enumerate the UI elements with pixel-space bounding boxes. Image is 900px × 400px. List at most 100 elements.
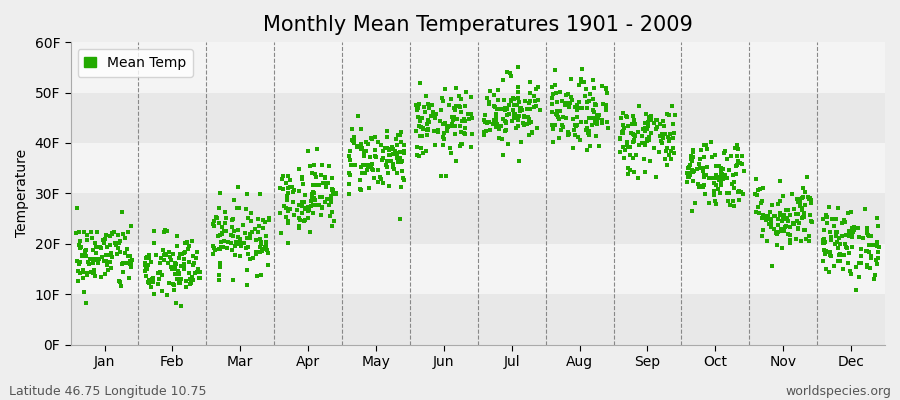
- Point: [804, 197, 818, 204]
- Point: [842, 228, 856, 234]
- Point: [175, 303, 189, 310]
- Point: [176, 266, 191, 272]
- Point: [493, 123, 508, 129]
- Point: [641, 123, 655, 129]
- Point: [842, 232, 856, 239]
- Point: [397, 176, 411, 183]
- Point: [589, 102, 603, 108]
- Point: [391, 132, 405, 138]
- Point: [193, 268, 207, 275]
- Point: [860, 225, 875, 231]
- Point: [568, 122, 582, 129]
- Point: [508, 114, 522, 121]
- Point: [322, 202, 337, 208]
- Point: [860, 262, 874, 268]
- Point: [74, 244, 88, 250]
- Point: [392, 149, 407, 155]
- Point: [376, 180, 391, 187]
- Point: [819, 266, 833, 272]
- Point: [783, 224, 797, 230]
- Point: [791, 211, 806, 217]
- Point: [787, 206, 801, 212]
- Point: [816, 258, 831, 264]
- Point: [167, 271, 182, 278]
- Point: [712, 162, 726, 169]
- Point: [707, 152, 722, 158]
- Point: [158, 252, 173, 258]
- Point: [226, 232, 240, 239]
- Point: [824, 216, 839, 222]
- Point: [414, 124, 428, 130]
- Point: [843, 209, 858, 215]
- Point: [260, 247, 274, 254]
- Point: [833, 240, 848, 247]
- Point: [172, 255, 186, 261]
- Point: [565, 116, 580, 122]
- Point: [142, 252, 157, 258]
- Point: [591, 115, 606, 121]
- Point: [296, 218, 310, 224]
- Point: [487, 116, 501, 123]
- Point: [412, 153, 427, 159]
- Point: [84, 228, 98, 235]
- Point: [644, 129, 658, 136]
- Point: [582, 143, 597, 150]
- Point: [358, 170, 373, 176]
- Point: [638, 125, 652, 132]
- Point: [699, 172, 714, 178]
- Point: [783, 240, 797, 246]
- Point: [157, 257, 171, 263]
- Point: [234, 243, 248, 249]
- Point: [565, 97, 580, 103]
- Point: [635, 140, 650, 146]
- Point: [462, 116, 476, 122]
- Point: [615, 130, 629, 136]
- Point: [770, 222, 785, 228]
- Point: [457, 131, 472, 137]
- Point: [818, 239, 832, 246]
- Point: [550, 108, 564, 114]
- Point: [168, 300, 183, 307]
- Point: [220, 239, 235, 245]
- Point: [230, 184, 245, 190]
- Point: [416, 126, 430, 132]
- Point: [186, 260, 201, 266]
- Point: [124, 263, 139, 270]
- Point: [440, 123, 454, 130]
- Point: [566, 145, 580, 151]
- Point: [100, 262, 114, 268]
- Point: [115, 268, 130, 275]
- Point: [725, 172, 740, 178]
- Point: [482, 100, 496, 107]
- Point: [390, 152, 404, 158]
- Point: [665, 135, 680, 141]
- Point: [380, 134, 394, 140]
- Point: [308, 171, 322, 177]
- Point: [71, 267, 86, 274]
- Point: [721, 198, 735, 204]
- Point: [498, 128, 512, 134]
- Point: [304, 194, 319, 201]
- Point: [587, 85, 601, 91]
- Point: [220, 228, 234, 235]
- Point: [103, 242, 117, 248]
- Point: [626, 169, 641, 176]
- Point: [868, 272, 882, 278]
- Point: [614, 114, 628, 121]
- Point: [613, 135, 627, 142]
- Point: [545, 100, 560, 107]
- Point: [627, 131, 642, 138]
- Point: [794, 238, 808, 245]
- Point: [548, 67, 562, 73]
- Point: [464, 111, 478, 117]
- Point: [116, 231, 130, 237]
- Point: [342, 148, 356, 154]
- Point: [367, 175, 382, 182]
- Point: [220, 244, 235, 251]
- Point: [779, 216, 794, 222]
- Point: [570, 102, 584, 108]
- Point: [685, 158, 699, 164]
- Point: [111, 232, 125, 238]
- Point: [698, 191, 712, 198]
- Point: [655, 117, 670, 124]
